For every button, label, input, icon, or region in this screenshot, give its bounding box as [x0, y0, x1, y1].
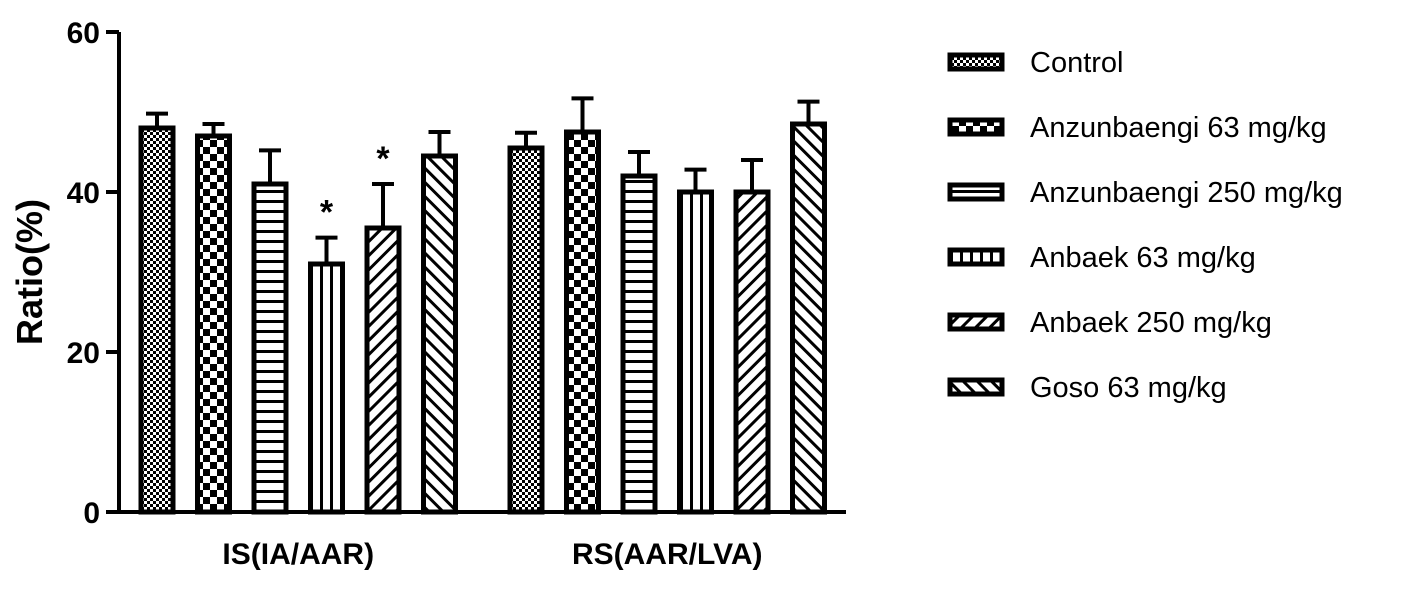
legend-swatch: [947, 247, 1005, 267]
y-tick-label: 20: [67, 337, 100, 370]
x-category-label: IS(IA/AAR): [222, 538, 374, 571]
bar: [421, 153, 458, 515]
legend-label: Anzunbaengi 63 mg/kg: [1030, 112, 1327, 144]
bar: [564, 129, 601, 515]
x-category-label: RS(AAR/LVA): [572, 538, 763, 571]
bar: [195, 133, 232, 515]
legend-label: Anbaek 63 mg/kg: [1030, 242, 1256, 274]
legend-swatch: [947, 312, 1005, 332]
bar: [790, 121, 827, 515]
bar-groups: **: [138, 96, 827, 515]
legend-swatch: [947, 117, 1005, 137]
bar: [251, 181, 289, 515]
legend-label: Goso 63 mg/kg: [1030, 372, 1227, 404]
significance-marker: *: [320, 194, 334, 232]
legend-swatch: [947, 377, 1005, 397]
y-axis-label: Ratio(%): [9, 199, 50, 345]
bar: [364, 225, 402, 515]
bar: [733, 189, 771, 515]
significance-marker: *: [376, 140, 390, 178]
legend-label: Anzunbaengi 250 mg/kg: [1030, 177, 1343, 209]
legend: Control Anzunbaengi 63 mg/kg Anzunbaengi 2…: [947, 47, 1343, 404]
y-tick-label: 40: [67, 177, 100, 210]
bar: [507, 145, 545, 515]
bar: [308, 261, 345, 515]
y-ticks: 0 20 40 60: [67, 17, 119, 530]
bar: [677, 189, 714, 515]
bar: [620, 173, 658, 515]
y-tick-label: 60: [67, 17, 100, 50]
legend-swatch: [947, 52, 1005, 72]
legend-label: Control: [1030, 47, 1124, 79]
legend-label: Anbaek 250 mg/kg: [1030, 307, 1272, 339]
x-category-labels: IS(IA/AAR) RS(AAR/LVA): [222, 538, 762, 571]
y-tick-label: 0: [83, 497, 100, 530]
bar: [138, 125, 176, 515]
legend-swatch: [947, 182, 1005, 202]
